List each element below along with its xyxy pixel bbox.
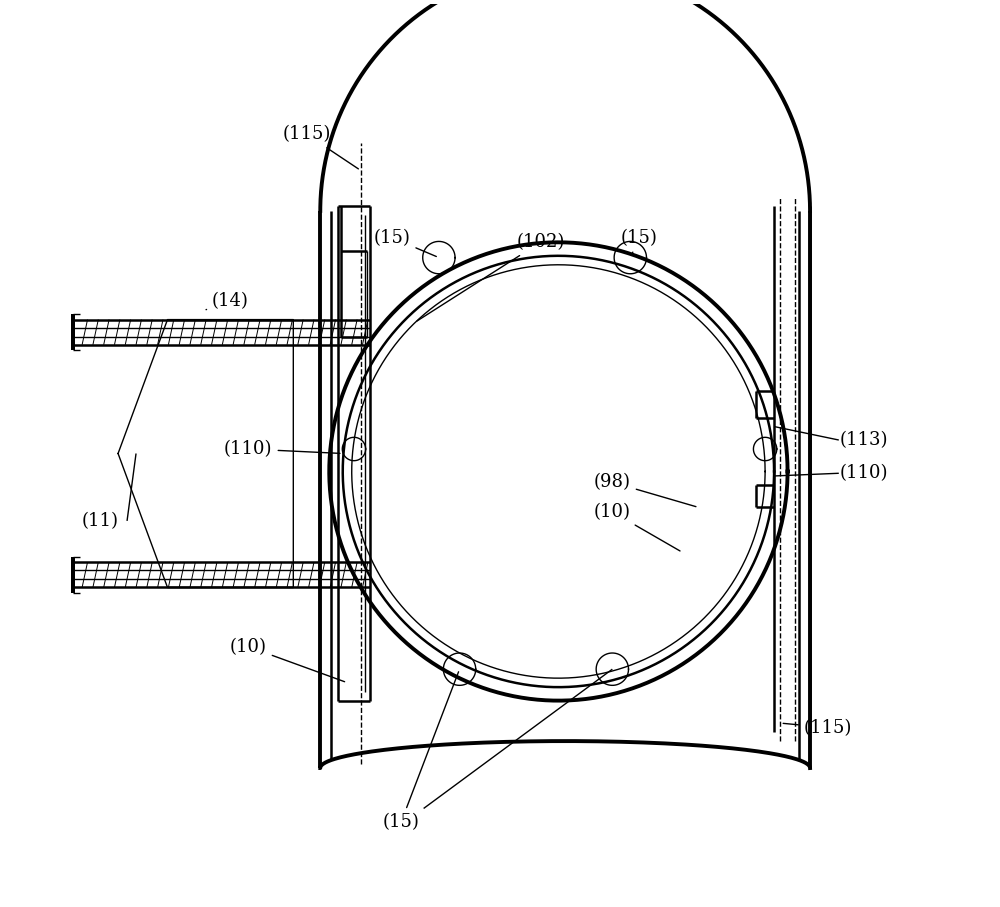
- Text: (110): (110): [840, 464, 888, 483]
- Text: (102): (102): [417, 233, 565, 321]
- Text: (11): (11): [82, 512, 119, 530]
- Text: (115): (115): [783, 718, 852, 736]
- Text: (15): (15): [621, 229, 658, 255]
- Text: (10): (10): [230, 638, 345, 682]
- Text: (15): (15): [374, 229, 436, 257]
- Text: (98): (98): [594, 473, 696, 507]
- Text: (115): (115): [283, 125, 358, 169]
- Text: (14): (14): [206, 292, 249, 309]
- Text: (1): (1): [0, 906, 1, 907]
- Text: (110): (110): [224, 440, 340, 458]
- Text: (15): (15): [383, 672, 459, 831]
- Text: (113): (113): [840, 431, 888, 449]
- Text: (10): (10): [594, 502, 680, 551]
